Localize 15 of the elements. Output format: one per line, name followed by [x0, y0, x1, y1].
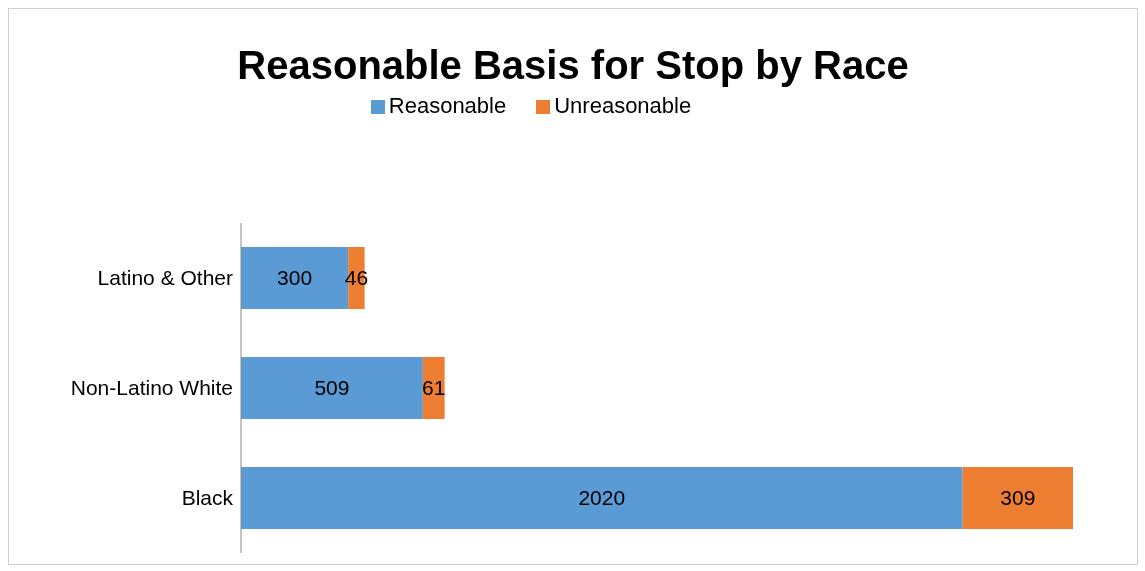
data-label: 2020 — [578, 486, 626, 510]
data-label: 309 — [1000, 486, 1036, 510]
bar — [241, 467, 963, 529]
bar — [241, 357, 423, 419]
data-label: 61 — [422, 376, 446, 400]
y-tick-label: Non-Latino White — [70, 376, 233, 400]
data-label: 300 — [277, 266, 313, 290]
chart-title: Reasonable Basis for Stop by Race — [236, 42, 910, 89]
y-tick-label: Latino & Other — [97, 266, 233, 290]
y-tick-label: Black — [181, 486, 234, 510]
bar — [422, 357, 445, 419]
bar — [962, 467, 1073, 529]
data-label: 509 — [314, 376, 350, 400]
legend-label: Unreasonable — [554, 93, 692, 118]
legend-label: Reasonable — [388, 93, 507, 118]
